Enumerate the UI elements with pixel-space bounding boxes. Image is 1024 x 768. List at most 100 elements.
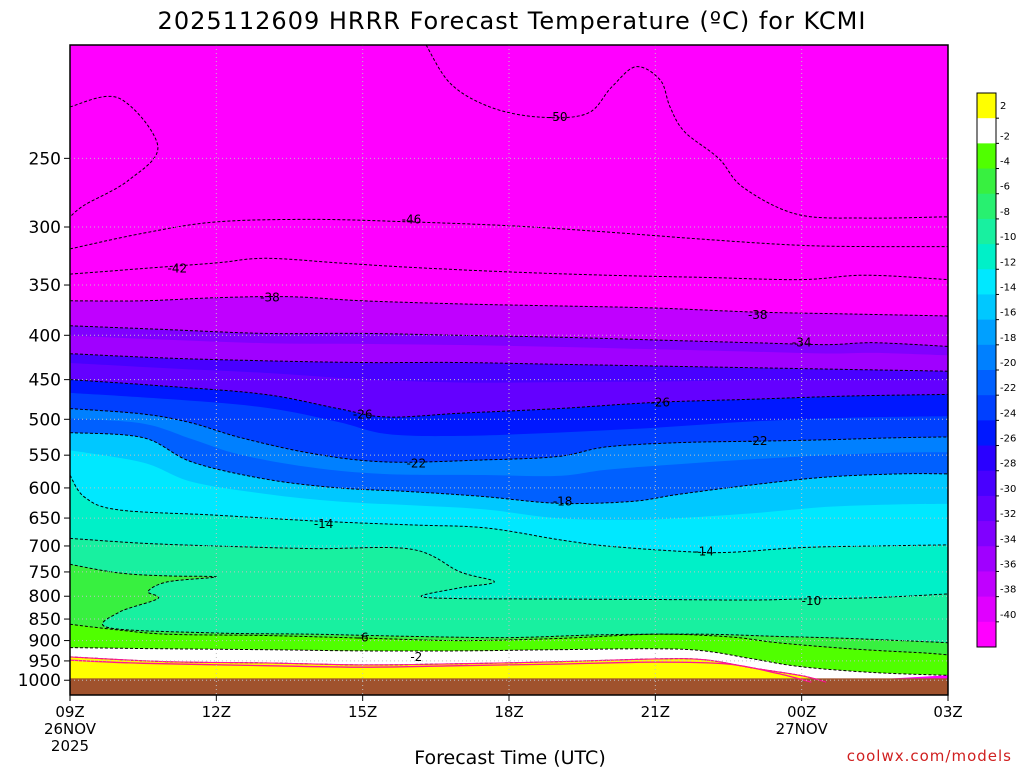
- colorbar-label: -20: [1000, 358, 1016, 369]
- colorbar-swatch: [977, 596, 996, 623]
- isotherm--38: [70, 296, 948, 317]
- colorbar-swatch: [977, 420, 996, 447]
- colorbar-label: -34: [1000, 534, 1016, 545]
- ground-layer: [70, 678, 948, 695]
- y-tick-label: 1000: [18, 671, 61, 691]
- y-tick-label: 350: [29, 276, 61, 296]
- y-tick-label: 700: [29, 537, 61, 557]
- colorbar-legend: 2 -2 -4 -6 -8 -10 -12 -14 -16 -18 -20 -22 -24 -26 -28 -…: [976, 92, 1016, 648]
- contour-label: -42: [168, 262, 188, 276]
- colorbar-label: 2: [1000, 101, 1006, 112]
- colorbar-label: -14: [1000, 282, 1016, 293]
- plot-area: -50 -46 -42 -38 -38 -34 -26 -26 -22 -22 -18 -14 -14 -…: [69, 44, 949, 696]
- isotherm--30: [70, 353, 948, 372]
- colorbar-label: -18: [1000, 333, 1016, 344]
- x-tick-label: 09Z: [55, 703, 84, 721]
- isotherm--10: [70, 537, 948, 601]
- y-tick-label: 550: [29, 446, 61, 466]
- x-tick-label: 27NOV: [776, 720, 829, 738]
- contour-label: -22: [748, 434, 768, 448]
- colorbar-swatch: [977, 571, 996, 598]
- isotherm--6: [70, 623, 948, 656]
- contour-label: -26: [650, 395, 670, 409]
- x-tick-label: 15Z: [348, 703, 377, 721]
- colorbar-swatch: [977, 546, 996, 572]
- y-tick-label: 750: [29, 563, 61, 583]
- contour-label: -14: [694, 544, 714, 558]
- colorbar-swatch: [977, 93, 996, 119]
- credit-text: coolwx.com/models: [847, 747, 1012, 765]
- colorbar-swatch: [977, 143, 996, 170]
- x-tick-label: 00Z: [787, 703, 816, 721]
- colorbar-swatch: [977, 118, 996, 144]
- colorbar-label: -2: [1000, 131, 1010, 142]
- colorbar-swatch: [977, 344, 996, 371]
- colorbar-swatch: [977, 495, 996, 522]
- x-tick-label: 26NOV: [44, 720, 97, 738]
- contour-label: -50: [548, 110, 568, 124]
- isotherm--50: [425, 45, 948, 219]
- x-tick-label: 21Z: [641, 703, 670, 721]
- colorbar-label: -24: [1000, 408, 1016, 419]
- colorbar-label: -6: [1000, 182, 1010, 193]
- x-tick-label: 2025: [51, 737, 89, 755]
- colorbar-swatch: [977, 193, 996, 220]
- contour-label: -14: [314, 517, 334, 531]
- colorbar-swatch: [977, 470, 996, 497]
- isotherm--50b: [70, 95, 159, 218]
- chart-title: 2025112609 HRRR Forecast Temperature (ºC…: [158, 7, 867, 35]
- fill-substep-3: [70, 418, 948, 504]
- colorbar-label: -32: [1000, 509, 1016, 520]
- x-axis-label: Forecast Time (UTC): [414, 747, 605, 768]
- colorbar-swatch: [977, 294, 996, 321]
- y-tick-label: 850: [29, 610, 61, 630]
- colorbar-label: -30: [1000, 484, 1016, 495]
- isotherm--42: [70, 257, 948, 281]
- contour-label: -6: [357, 631, 369, 645]
- contour-label: -38: [748, 308, 768, 322]
- colorbar-label: -4: [1000, 157, 1010, 168]
- contour-label: -38: [260, 291, 280, 305]
- y-tick-label: 450: [29, 371, 61, 391]
- colorbar-swatch: [977, 269, 996, 295]
- contour-label: -18: [553, 494, 573, 508]
- contour-label: -26: [353, 408, 373, 422]
- colorbar-swatch: [977, 395, 996, 421]
- colorbar-swatch: [977, 244, 996, 270]
- colorbar-swatch: [977, 521, 996, 547]
- fill-band-8-6: [70, 564, 948, 655]
- colorbar-swatch: [977, 370, 996, 396]
- y-tick-label: 300: [29, 218, 61, 238]
- isotherm--14: [70, 474, 948, 554]
- colorbar-label: -28: [1000, 459, 1016, 470]
- y-tick-label: 250: [29, 149, 61, 169]
- y-tick-label: 500: [29, 410, 61, 430]
- contour-label: -22: [407, 456, 427, 470]
- isotherm--2: [70, 647, 948, 676]
- x-tick-label: 18Z: [494, 703, 523, 721]
- colorbar-swatch: [977, 445, 996, 472]
- y-tick-label: 800: [29, 587, 61, 607]
- colorbar-label: -40: [1000, 610, 1016, 621]
- colorbar-label: -22: [1000, 383, 1016, 394]
- colorbar-label: -12: [1000, 257, 1016, 268]
- contour-label: -2: [410, 650, 422, 664]
- fill-substep-1: [70, 363, 948, 418]
- x-tick-label: 03Z: [933, 703, 962, 721]
- colorbar-label: -36: [1000, 559, 1016, 570]
- plot-content: -50 -46 -42 -38 -38 -34 -26 -26 -22 -22 -18 -14 -14 -…: [70, 45, 948, 695]
- colorbar-swatch: [977, 319, 996, 346]
- colorbar-swatch: [977, 168, 996, 195]
- fill-substep-2: [70, 392, 948, 463]
- y-axis: 2503003504004505005506006507007508008509…: [18, 149, 70, 691]
- colorbar-label: -38: [1000, 585, 1016, 596]
- colorbar-label: -10: [1000, 232, 1016, 243]
- colorbar-label: -16: [1000, 308, 1016, 319]
- isotherm--34: [70, 325, 948, 347]
- isotherm--18: [70, 432, 948, 505]
- colorbar-swatch: [977, 621, 996, 648]
- y-tick-label: 600: [29, 479, 61, 499]
- isotherm--22: [70, 408, 948, 463]
